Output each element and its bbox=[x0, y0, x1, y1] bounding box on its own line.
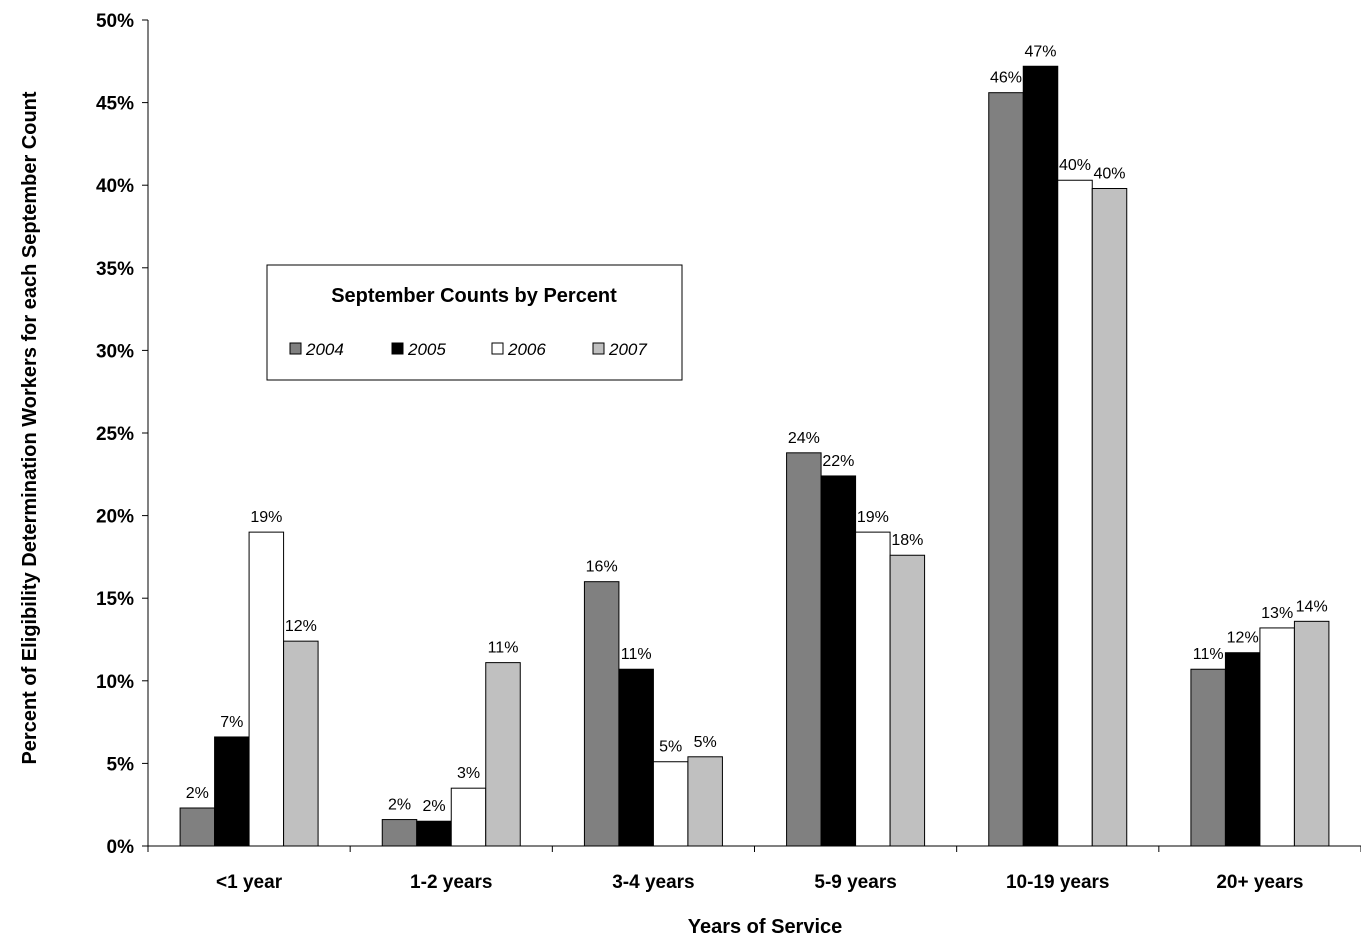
y-tick-label: 30% bbox=[96, 341, 134, 362]
legend-box bbox=[266, 264, 683, 381]
data-labels: 2%7%19%12%2% 2%3%11%16%11%5% 5%24%22%19%18… bbox=[186, 43, 1328, 815]
data-label: 11% bbox=[621, 646, 652, 663]
bar-2004-3 bbox=[786, 452, 822, 847]
data-label: 40% bbox=[1059, 157, 1091, 174]
y-tick-label: 40% bbox=[96, 176, 134, 197]
bar-2007-1 bbox=[485, 662, 521, 847]
bar-2004-4 bbox=[988, 92, 1024, 847]
bar-2006-4 bbox=[1057, 179, 1093, 847]
bar-2007-2 bbox=[687, 756, 723, 847]
bar-2005-5 bbox=[1224, 652, 1261, 847]
y-tick-label: 20% bbox=[96, 507, 134, 528]
data-label: 11% bbox=[488, 640, 519, 657]
bars bbox=[179, 65, 1330, 847]
data-label: 11% bbox=[1193, 646, 1224, 663]
data-label: 19% bbox=[857, 509, 889, 526]
y-tick-label: 25% bbox=[96, 424, 134, 445]
data-label: 24% bbox=[788, 430, 820, 447]
x-category-labels: <1 year 1-2 years 3-4 years 5-9 years 10-19 … bbox=[147, 846, 1361, 893]
bar-2005-2 bbox=[618, 668, 654, 847]
bar-2006-2 bbox=[652, 761, 689, 847]
y-tick-label: 0% bbox=[107, 837, 135, 858]
y-tick-label: 50% bbox=[96, 11, 134, 32]
data-label: 46% bbox=[990, 70, 1022, 87]
legend-label: 2006 bbox=[507, 340, 546, 359]
x-category-label: <1 year bbox=[216, 872, 283, 893]
x-category-label: 3-4 years bbox=[612, 872, 694, 893]
data-label: 5% bbox=[694, 734, 717, 751]
legend-label: 2004 bbox=[305, 340, 344, 359]
x-category-label: 10-19 years bbox=[1006, 872, 1110, 893]
legend-swatch bbox=[391, 342, 404, 355]
bar-2007-5 bbox=[1293, 620, 1330, 847]
legend-swatch bbox=[592, 342, 605, 355]
bar-2004-0 bbox=[179, 807, 216, 847]
y-axis-title: Percent of Eligibility Determination Wor… bbox=[19, 91, 41, 764]
x-category-label: 1-2 years bbox=[410, 872, 492, 893]
bar-2004-1 bbox=[381, 819, 418, 847]
data-label: 5% bbox=[659, 739, 682, 756]
bar-2007-4 bbox=[1091, 188, 1128, 847]
bar-2006-5 bbox=[1259, 627, 1295, 847]
legend-swatch bbox=[491, 342, 504, 355]
legend: September Counts by Percent 2004 2005 2006… bbox=[266, 264, 683, 381]
bar-2006-3 bbox=[855, 531, 891, 847]
data-label: 12% bbox=[1227, 630, 1259, 647]
data-label: 13% bbox=[1261, 605, 1293, 622]
bar-2005-1 bbox=[416, 820, 452, 847]
bar-2004-2 bbox=[583, 581, 620, 847]
y-tick-label: 35% bbox=[96, 259, 134, 280]
data-label: 16% bbox=[586, 559, 618, 576]
bar-2004-5 bbox=[1190, 668, 1226, 847]
x-axis-title: Years of Service bbox=[688, 916, 843, 938]
data-label: 2% bbox=[422, 798, 445, 815]
data-label: 14% bbox=[1296, 598, 1328, 615]
legend-label: 2007 bbox=[608, 340, 647, 359]
bar-2006-0 bbox=[248, 531, 285, 847]
x-category-label: 5-9 years bbox=[814, 872, 896, 893]
bar-2005-4 bbox=[1022, 65, 1059, 847]
y-tick-label: 45% bbox=[96, 94, 134, 115]
data-label: 22% bbox=[822, 453, 854, 470]
data-label: 7% bbox=[220, 714, 243, 731]
legend-title: September Counts by Percent bbox=[331, 285, 617, 307]
data-label: 12% bbox=[285, 618, 317, 635]
data-label: 2% bbox=[186, 785, 209, 802]
data-label: 40% bbox=[1093, 166, 1125, 183]
bar-2007-3 bbox=[889, 554, 926, 847]
y-tick-label: 10% bbox=[96, 672, 134, 693]
bar-2006-1 bbox=[450, 787, 487, 847]
y-axis-ticks: 0% 5% 10% 15% 20% 25% 30% 35% 40% 45% 50% bbox=[96, 11, 148, 858]
legend-swatch bbox=[289, 342, 302, 355]
bar-2007-0 bbox=[283, 640, 319, 847]
data-label: 47% bbox=[1024, 43, 1056, 60]
bar-2005-3 bbox=[820, 475, 857, 847]
data-label: 3% bbox=[457, 765, 480, 782]
x-category-label: 20+ years bbox=[1216, 872, 1303, 893]
data-label: 2% bbox=[388, 797, 411, 814]
data-label: 19% bbox=[250, 509, 282, 526]
y-tick-label: 5% bbox=[107, 754, 135, 775]
legend-label: 2005 bbox=[407, 340, 446, 359]
y-tick-label: 15% bbox=[96, 589, 134, 610]
bar-2005-0 bbox=[214, 736, 250, 847]
data-label: 18% bbox=[891, 532, 923, 549]
